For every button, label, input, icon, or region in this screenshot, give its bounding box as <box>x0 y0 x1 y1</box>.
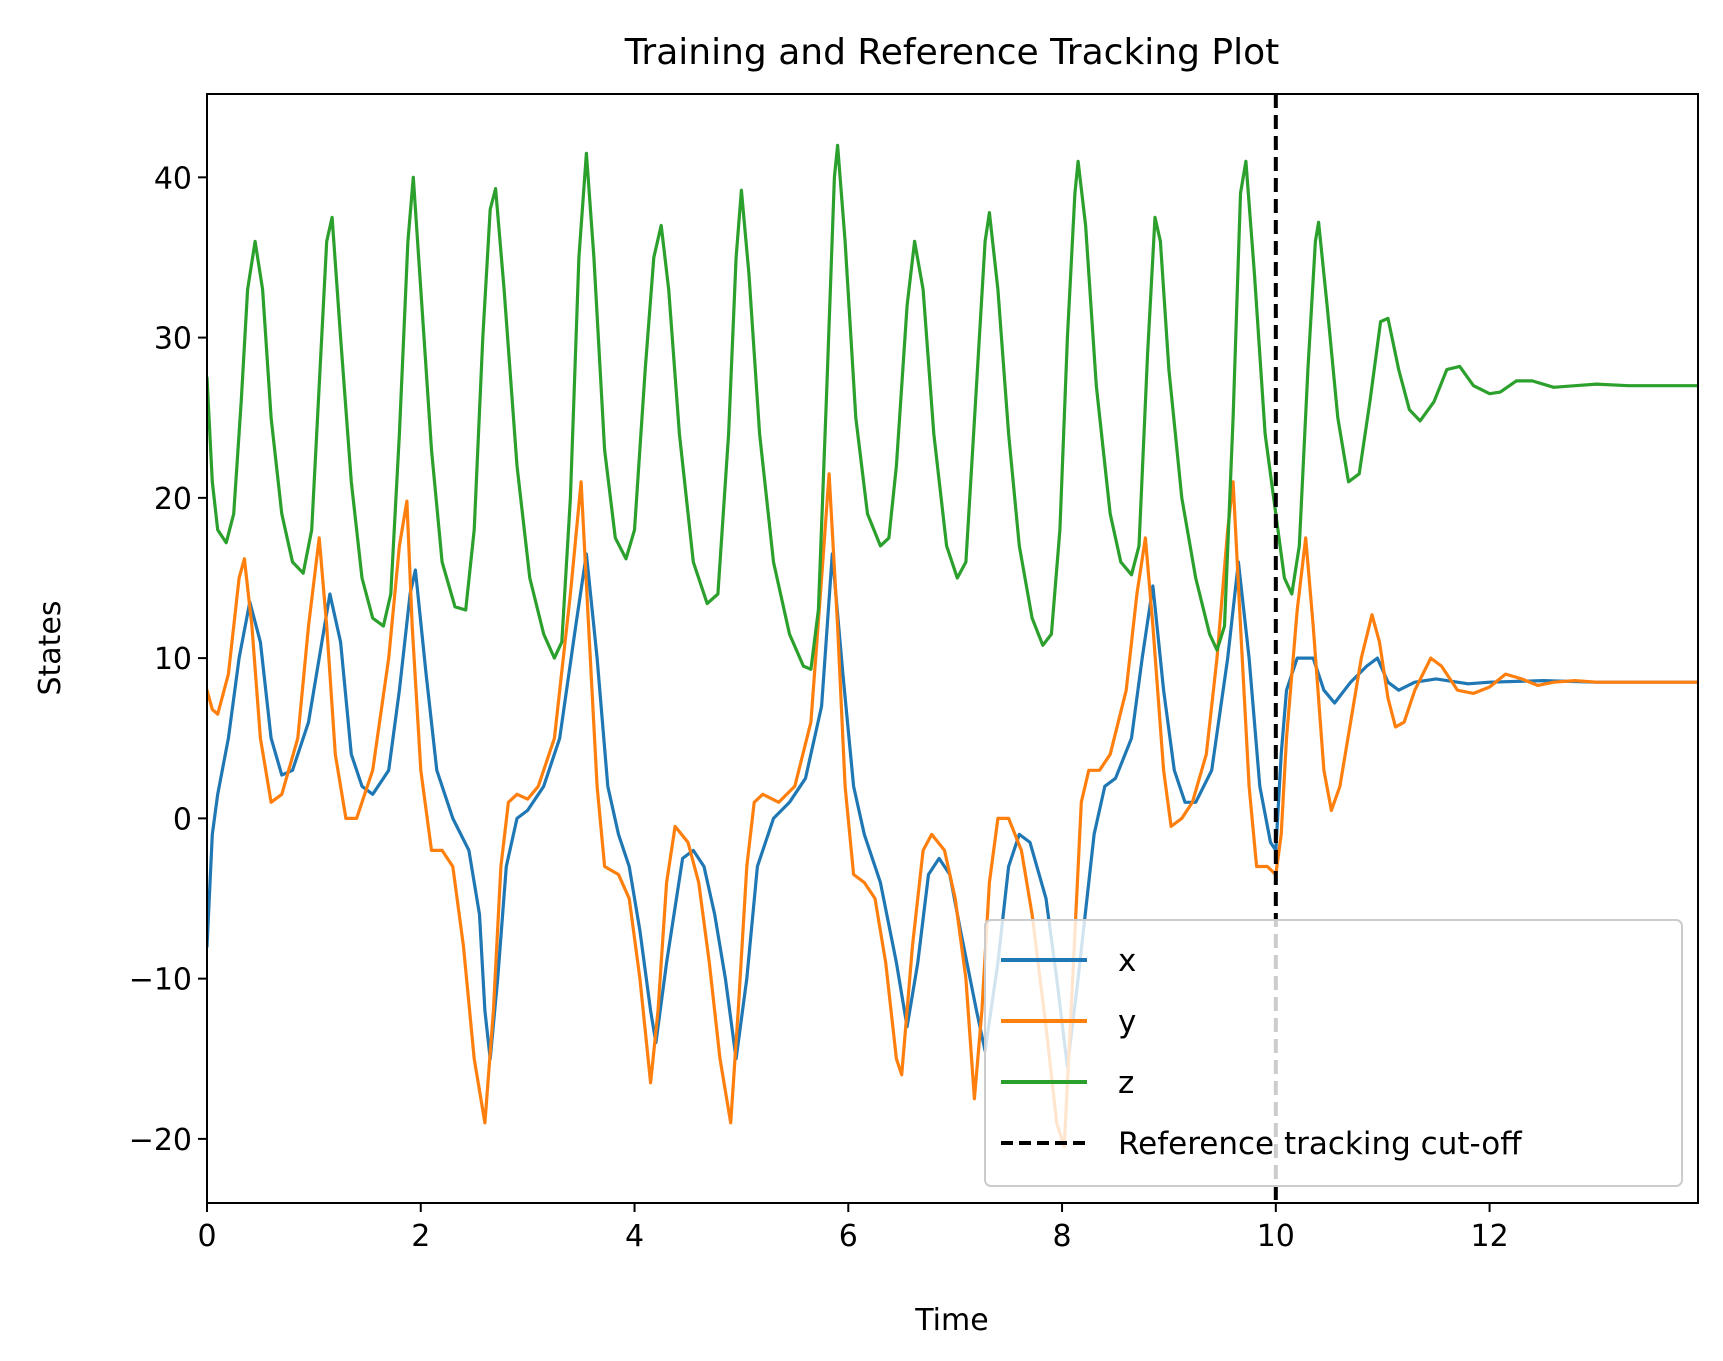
legend-box <box>984 919 1683 1187</box>
y-tick-label: 0 <box>173 802 192 837</box>
x-tick-label: 2 <box>411 1219 430 1254</box>
plot-frame <box>206 93 1699 1204</box>
legend: xyz Reference tracking cut-off <box>984 919 1683 1187</box>
legend-label: x <box>1118 943 1136 979</box>
x-tick-label: 0 <box>197 1219 216 1254</box>
legend-label: z <box>1118 1065 1134 1101</box>
x-tick-label: 4 <box>625 1219 644 1254</box>
legend-label: y <box>1118 1004 1136 1040</box>
x-axis-ticks: 0 2 4 6 8 10 12 <box>197 1203 1509 1254</box>
legend-label: Reference tracking cut-off <box>1118 1126 1522 1162</box>
x-tick-label: 8 <box>1053 1219 1072 1254</box>
y-tick-label: −20 <box>129 1123 192 1158</box>
series-line-y <box>207 472 1698 1149</box>
y-tick-label: 20 <box>154 482 192 517</box>
y-axis-label: States <box>33 600 68 695</box>
x-tick-label: 12 <box>1470 1219 1508 1254</box>
x-tick-label: 6 <box>839 1219 858 1254</box>
series-line-z <box>207 143 1698 671</box>
y-tick-label: 40 <box>154 161 192 196</box>
x-axis-label: Time <box>914 1303 988 1338</box>
y-tick-label: −10 <box>129 963 192 998</box>
y-tick-label: 30 <box>154 322 192 357</box>
y-tick-label: 10 <box>154 642 192 677</box>
chart-title: Training and Reference Tracking Plot <box>624 32 1280 73</box>
y-axis-ticks: −20 −10 0 10 20 30 40 <box>129 161 207 1158</box>
x-tick-label: 10 <box>1257 1219 1295 1254</box>
